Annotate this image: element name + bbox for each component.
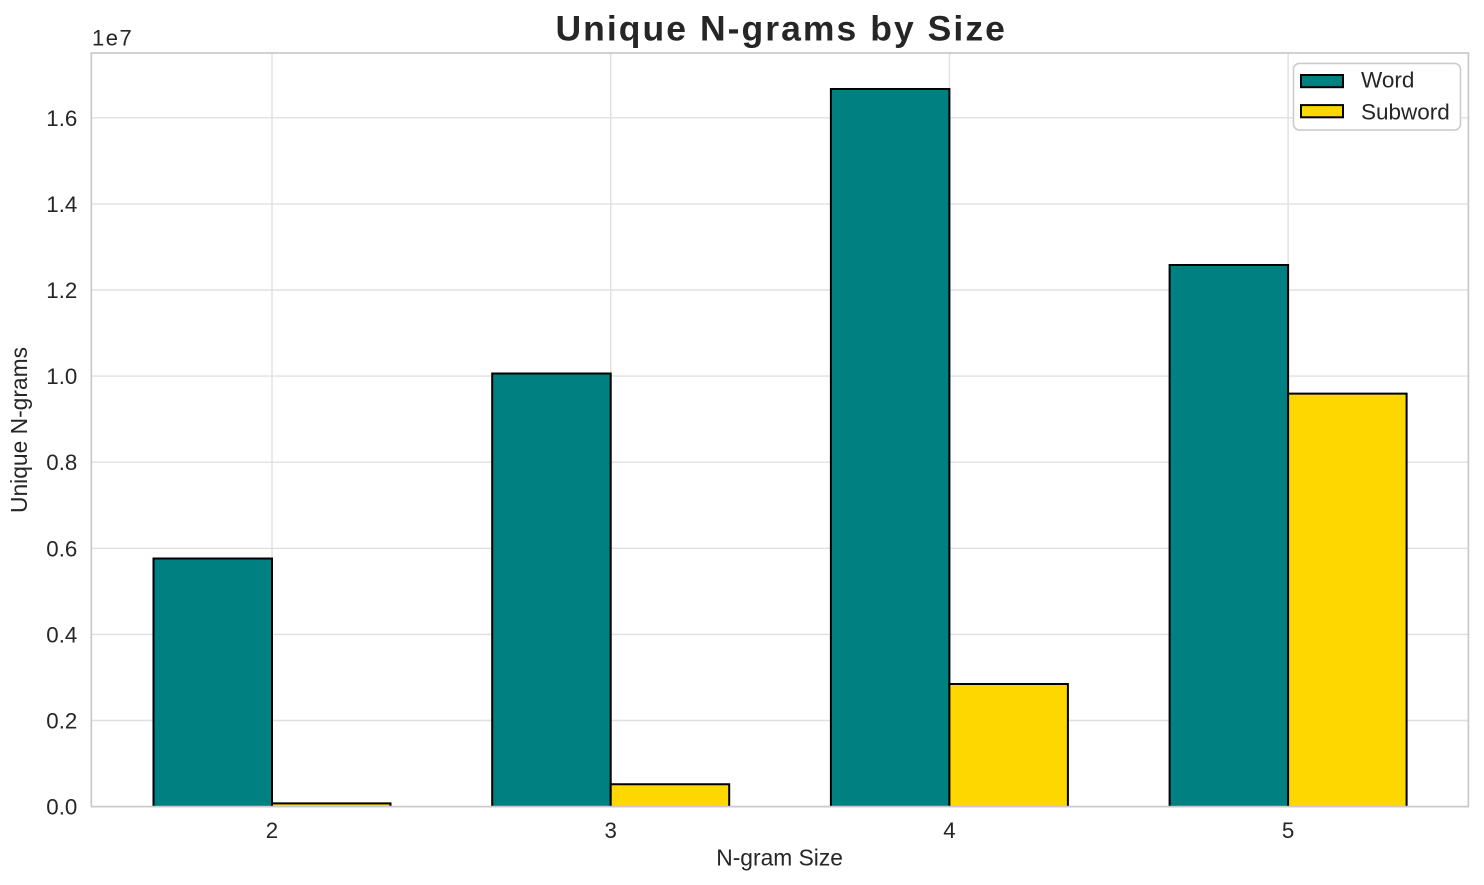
svg-text:1.2: 1.2	[46, 278, 77, 303]
svg-text:3: 3	[604, 818, 616, 843]
svg-text:1.6: 1.6	[46, 106, 77, 131]
svg-text:Unique N-grams by Size: Unique N-grams by Size	[555, 9, 1006, 49]
svg-text:0.6: 0.6	[46, 536, 77, 561]
svg-text:1e7: 1e7	[92, 25, 133, 50]
svg-text:Unique N-grams: Unique N-grams	[6, 347, 32, 513]
svg-text:0.0: 0.0	[46, 795, 77, 820]
svg-text:1.4: 1.4	[46, 192, 77, 217]
svg-text:0.4: 0.4	[46, 622, 77, 647]
svg-text:5: 5	[1282, 818, 1294, 843]
svg-text:Word: Word	[1361, 68, 1414, 93]
svg-text:0.8: 0.8	[46, 450, 77, 475]
svg-text:2: 2	[266, 818, 278, 843]
svg-text:1.0: 1.0	[46, 364, 77, 389]
svg-text:0.2: 0.2	[46, 709, 77, 734]
svg-text:4: 4	[943, 818, 955, 843]
svg-text:Subword: Subword	[1361, 99, 1450, 124]
svg-text:N-gram Size: N-gram Size	[716, 845, 843, 871]
